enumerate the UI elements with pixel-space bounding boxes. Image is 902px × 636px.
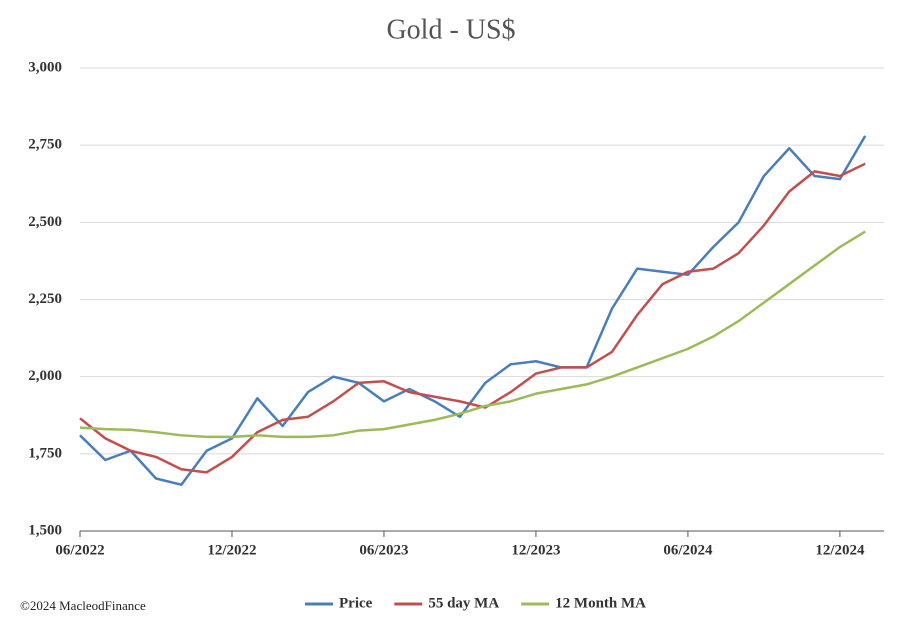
y-tick-label: 2,750 (28, 137, 62, 153)
x-tick-label: 06/2023 (359, 542, 408, 558)
series-line (79, 162, 866, 474)
series-line (79, 230, 866, 439)
y-tick-label: 1,750 (28, 445, 62, 461)
series-line (79, 135, 867, 486)
y-tick-label: 3,000 (28, 59, 62, 75)
y-tick-label: 1,500 (28, 522, 62, 538)
source: ©2024 MacleodFinance (20, 598, 146, 613)
x-tick-label: 12/2024 (815, 542, 865, 558)
y-tick-label: 2,000 (28, 368, 62, 384)
legend-label: 12 Month MA (555, 595, 646, 611)
x-tick-label: 12/2022 (207, 542, 256, 558)
x-tick-label: 06/2024 (663, 542, 713, 558)
legend-label: 55 day MA (428, 595, 499, 611)
y-tick-label: 2,250 (28, 291, 62, 307)
x-tick-label: 06/2022 (55, 542, 104, 558)
y-tick-label: 2,500 (28, 214, 62, 230)
x-tick-label: 12/2023 (511, 542, 560, 558)
legend-label: Price (339, 595, 373, 611)
chart-title: Gold - US$ (386, 14, 515, 45)
